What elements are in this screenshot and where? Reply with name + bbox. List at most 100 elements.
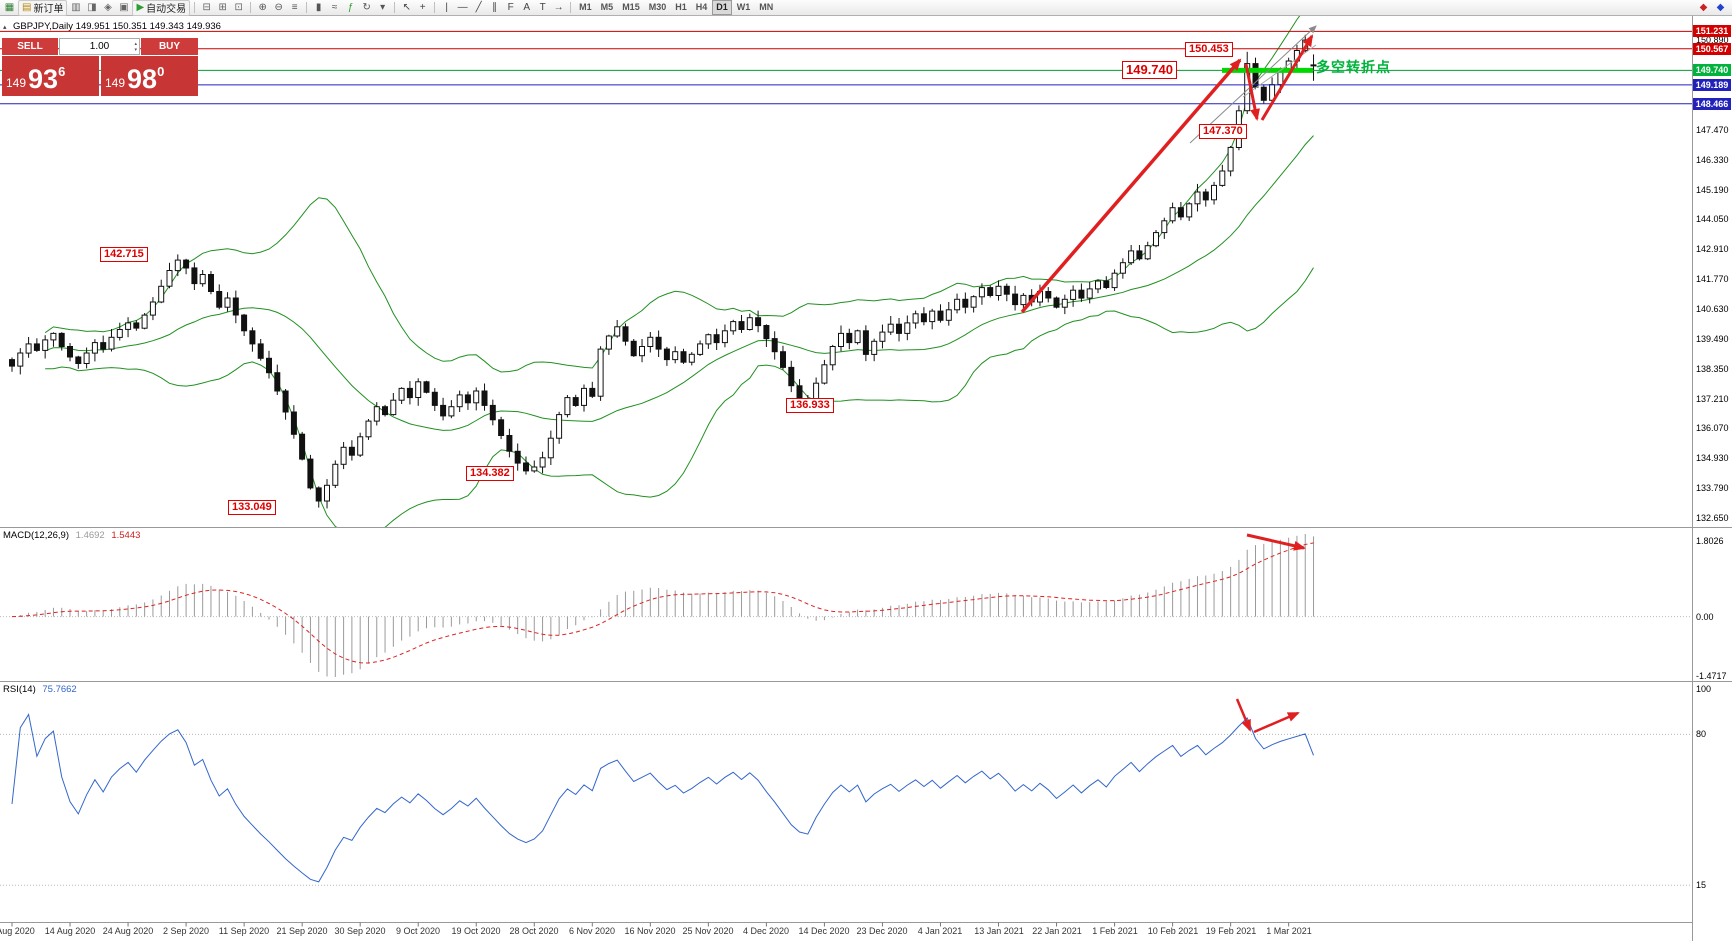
zoom-in-icon[interactable]: ⊕ [255, 1, 270, 15]
macd-name: MACD(12,26,9) [3, 530, 69, 541]
cursor-icon[interactable]: ↖ [399, 1, 414, 15]
volume-spinner[interactable]: ▴ ▾ [134, 41, 137, 53]
trendline-drawing[interactable] [1242, 44, 1317, 98]
timeframe-w1[interactable]: W1 [736, 2, 751, 12]
buy-price-button[interactable]: 149 98 0 [101, 56, 198, 96]
candle-body [141, 314, 148, 329]
timeframe-mn[interactable]: MN [759, 2, 774, 12]
spinner-up-icon[interactable]: ▴ [134, 41, 137, 47]
arrange-windows-icon[interactable]: ⊡ [231, 1, 246, 15]
price-annotation[interactable]: 149.740 [1122, 61, 1177, 79]
candle-body [307, 458, 314, 489]
candle-body [937, 310, 944, 321]
price-annotation[interactable]: 150.453 [1185, 42, 1233, 57]
candlestick-chart-icon[interactable]: ▮ [311, 1, 326, 15]
horizontal-line-icon[interactable]: ― [455, 1, 470, 15]
line-chart-icon[interactable]: ≈ [327, 1, 342, 15]
sell-price-button[interactable]: 149 93 6 [2, 56, 99, 96]
timeframe-m1[interactable]: M1 [579, 2, 592, 12]
market-watch-icon: ▥ [71, 1, 81, 13]
collapse-panel-icon[interactable]: ▴ [3, 24, 7, 31]
rsi-scale-label: 100 [1696, 684, 1712, 694]
candle-body [788, 366, 795, 387]
timeframe-h4[interactable]: H4 [695, 2, 708, 12]
trendline-drawing[interactable] [1189, 25, 1317, 144]
trend-arrow-drawing[interactable] [1235, 698, 1252, 732]
sell-button[interactable]: SELL [2, 38, 58, 55]
new-order-button[interactable]: ▤ 新订单 [18, 0, 68, 16]
new-chart-icon[interactable]: ▦ [2, 1, 17, 15]
candle-body [249, 330, 256, 345]
navigator-icon[interactable]: ◈ [100, 1, 115, 15]
rsi-scale-label: 80 [1696, 729, 1707, 739]
fibonacci-icon[interactable]: F [503, 1, 518, 15]
bar-chart-icon[interactable]: ≡ [287, 1, 302, 15]
price-annotation[interactable]: 147.370 [1199, 124, 1247, 139]
label-icon[interactable]: T [535, 1, 550, 15]
trendline-icon[interactable]: ╱ [471, 1, 486, 15]
trend-arrow-drawing[interactable] [1244, 63, 1260, 121]
candle-body [42, 339, 49, 351]
auto-trading-button[interactable]: ▶ 自动交易 [132, 0, 191, 16]
indicators-icon[interactable]: ƒ [343, 1, 358, 15]
price-annotation[interactable]: 136.933 [786, 398, 834, 413]
candle-body [373, 406, 380, 422]
timeframe-d1[interactable]: D1 [712, 0, 732, 15]
trend-arrow-drawing[interactable] [1253, 711, 1300, 734]
price-annotation[interactable]: 142.715 [100, 247, 148, 262]
price-scale-label: 150.890 [1696, 35, 1729, 45]
timeframe-m30[interactable]: M30 [648, 2, 667, 12]
price-annotation[interactable]: 134.382 [466, 466, 514, 481]
candle-body [1169, 207, 1176, 222]
candle-body [854, 330, 861, 344]
zoom-out-icon[interactable]: ⊖ [271, 1, 286, 15]
price-scale-label: 136.070 [1696, 423, 1729, 433]
news-icon[interactable]: ◆ [1713, 1, 1728, 15]
date-label: 28 Oct 2020 [509, 926, 559, 936]
date-label: 2 Sep 2020 [162, 926, 210, 936]
timeframe-m5[interactable]: M5 [600, 2, 614, 12]
candle-body [183, 259, 190, 269]
candle-body [158, 285, 165, 303]
data-window-icon[interactable]: ◨ [84, 1, 99, 15]
candle-body [531, 466, 538, 472]
candle-body [721, 330, 728, 344]
rsi-scale-label: 15 [1696, 880, 1707, 890]
price-annotation[interactable]: 133.049 [228, 500, 276, 515]
crosshair-icon[interactable]: + [415, 1, 430, 15]
market-watch-icon[interactable]: ▥ [68, 1, 83, 15]
channel-icon[interactable]: ∥ [487, 1, 502, 15]
candle-body [1053, 297, 1060, 308]
tile-windows-icon[interactable]: ⊞ [215, 1, 230, 15]
candle-body [315, 487, 322, 502]
candle-body [1012, 293, 1019, 306]
candle-body [191, 267, 198, 285]
trend-arrow-drawing[interactable] [1246, 533, 1306, 551]
new-order-button-label: 新订单 [33, 4, 64, 15]
terminal-icon[interactable]: ▣ [116, 1, 131, 15]
buy-button[interactable]: BUY [141, 38, 198, 55]
date-label: 23 Dec 2020 [856, 926, 908, 936]
alerts-icon[interactable]: ◆ [1696, 1, 1711, 15]
vertical-line-icon[interactable]: | [439, 1, 454, 15]
refresh-icon[interactable]: ↻ [359, 1, 374, 15]
arrows-icon[interactable]: → [551, 1, 566, 15]
candle-body [697, 343, 704, 355]
candle-body [887, 323, 894, 333]
text-icon[interactable]: A [519, 1, 534, 15]
templates-icon[interactable]: ▾ [375, 1, 390, 15]
candle-body [713, 334, 720, 344]
price-scale-label: 133.790 [1696, 483, 1729, 493]
templates-icon: ▾ [380, 1, 386, 13]
trend-arrow-drawing[interactable] [1260, 34, 1314, 121]
candle-body [896, 323, 902, 334]
timeframe-h1[interactable]: H1 [675, 2, 687, 12]
volume-input[interactable]: 1.00 ▴ ▾ [59, 38, 140, 55]
spinner-down-icon[interactable]: ▾ [134, 47, 137, 53]
cascade-windows-icon[interactable]: ⊟ [199, 1, 214, 15]
timeframe-m15[interactable]: M15 [622, 2, 640, 12]
candle-body [33, 343, 40, 351]
trend-arrow-drawing[interactable] [1020, 58, 1242, 314]
